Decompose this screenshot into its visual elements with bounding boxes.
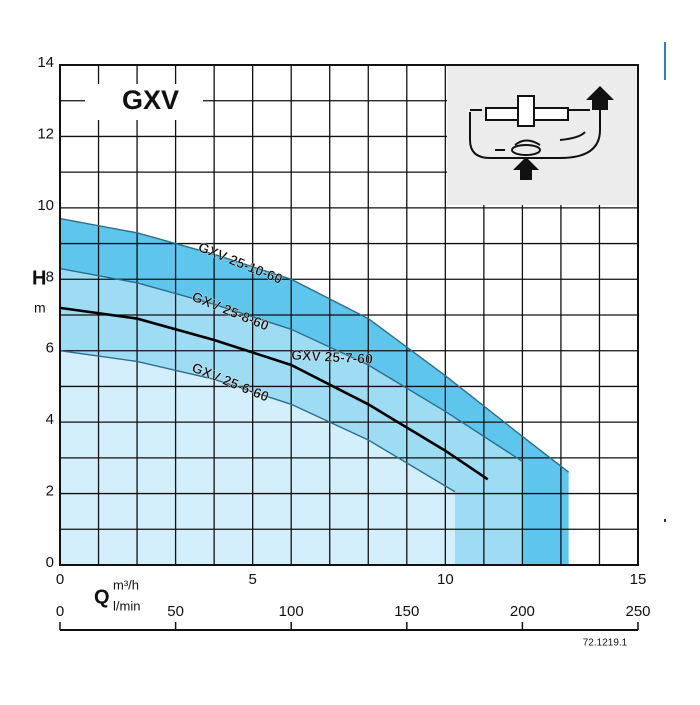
- x2-tick-label: 0: [56, 603, 64, 620]
- y-tick-label: 2: [46, 483, 54, 500]
- edge-bar: [664, 42, 666, 80]
- title-bg: [85, 84, 203, 120]
- x2-unit: l/min: [113, 598, 140, 613]
- plot-frame: [59, 64, 639, 566]
- pump-icon: [469, 95, 601, 159]
- curve-label: GXV 25-7-60: [291, 347, 374, 367]
- x-tick-label: 10: [437, 571, 454, 588]
- x2-tick-label: 200: [510, 603, 535, 620]
- y-tick-label: 12: [37, 125, 54, 142]
- x-tick-label: 0: [56, 571, 64, 588]
- curve: [59, 306, 489, 481]
- curve: [59, 267, 523, 463]
- x-label: Q: [94, 586, 110, 608]
- curve: [59, 350, 456, 493]
- y-label: H: [32, 267, 46, 289]
- y-tick-label: 10: [37, 197, 54, 214]
- y-tick-label: 8: [46, 268, 54, 285]
- arrow-in: [513, 157, 539, 180]
- x-tick-label: 5: [248, 571, 256, 588]
- y-tick-label: 14: [37, 54, 54, 71]
- edge-dot: [664, 519, 666, 522]
- x2-tick-label: 150: [394, 603, 419, 620]
- x2-tick-label: 50: [167, 603, 184, 620]
- x-tick-label: 15: [630, 571, 647, 588]
- chart-title: GXV: [122, 85, 179, 115]
- x2-tick-label: 250: [625, 603, 650, 620]
- x2-tick-label: 100: [279, 603, 304, 620]
- y-tick-label: 6: [46, 340, 54, 357]
- y-unit: m: [34, 300, 46, 316]
- curve: [59, 217, 570, 473]
- y-tick-label: 0: [46, 554, 54, 571]
- x-unit: m³/h: [113, 577, 139, 592]
- y-tick-label: 4: [46, 411, 54, 428]
- inset-bg: [447, 66, 637, 205]
- code: 72.1219.1: [583, 638, 628, 649]
- arrow-out: [586, 86, 614, 110]
